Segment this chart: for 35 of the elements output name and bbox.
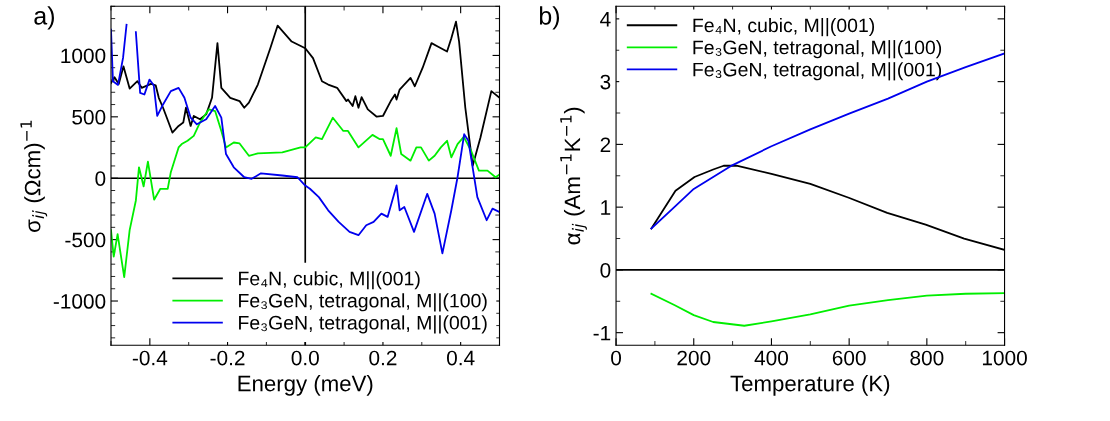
x-tick-label: 0 bbox=[611, 350, 622, 366]
x-tick-label: -0.4 bbox=[132, 350, 168, 366]
legend-label: Fe₃GeN, tetragonal, M||(100) bbox=[693, 40, 942, 59]
x-tick-label: 0.0 bbox=[291, 350, 319, 366]
y-tick-label: 0 bbox=[600, 262, 611, 278]
x-tick-label: 800 bbox=[910, 350, 944, 366]
y-tick-label: -1 bbox=[593, 325, 611, 341]
x-tick-label: 1000 bbox=[982, 350, 1027, 366]
y-tick-label: -1000 bbox=[53, 294, 106, 309]
chart-title: a) bbox=[34, 6, 54, 30]
y-tick-label: 1 bbox=[601, 200, 611, 215]
x-tick-label: 0.4 bbox=[446, 350, 475, 366]
legend-label: Fe₃GeN, tetragonal, M||(100) bbox=[239, 293, 487, 312]
y-tick-label: 0 bbox=[95, 171, 106, 186]
legend-label: Fe₄N, cubic, M||(001) bbox=[693, 17, 875, 37]
y-tick-label: -500 bbox=[65, 232, 106, 248]
y-tick-label: 1000 bbox=[61, 48, 106, 64]
y-tick-label: 2 bbox=[600, 137, 611, 152]
chart-title: b) bbox=[539, 6, 560, 30]
legend-label: Fe₃GeN, tetragonal, M||(001) bbox=[239, 315, 487, 334]
y-tick-label: 3 bbox=[600, 74, 611, 90]
y-tick-label: 4 bbox=[600, 12, 611, 27]
x-tick-label: 600 bbox=[832, 350, 866, 366]
y-axis-title: σ$_{ij}$ (Ωcm)$^{−1}$ bbox=[20, 120, 48, 232]
legend-label: Fe₃GeN, tetragonal, M||(001) bbox=[693, 62, 942, 81]
line-series bbox=[650, 292, 1005, 327]
x-tick-label: -0.2 bbox=[210, 350, 245, 366]
legend-label: Fe₄N, cubic, M||(001) bbox=[239, 271, 420, 290]
y-axis-title: α$_{ij}$ (Am$^{−1}$K$^{−1}$) bbox=[560, 107, 587, 245]
y-tick-label: 500 bbox=[72, 109, 106, 125]
x-axis-title: Energy (meV) bbox=[238, 375, 373, 396]
x-axis-title: Temperature (K) bbox=[730, 375, 890, 396]
x-tick-label: 0.2 bbox=[369, 350, 397, 366]
x-tick-label: 200 bbox=[677, 350, 711, 366]
x-tick-label: 400 bbox=[754, 350, 789, 366]
